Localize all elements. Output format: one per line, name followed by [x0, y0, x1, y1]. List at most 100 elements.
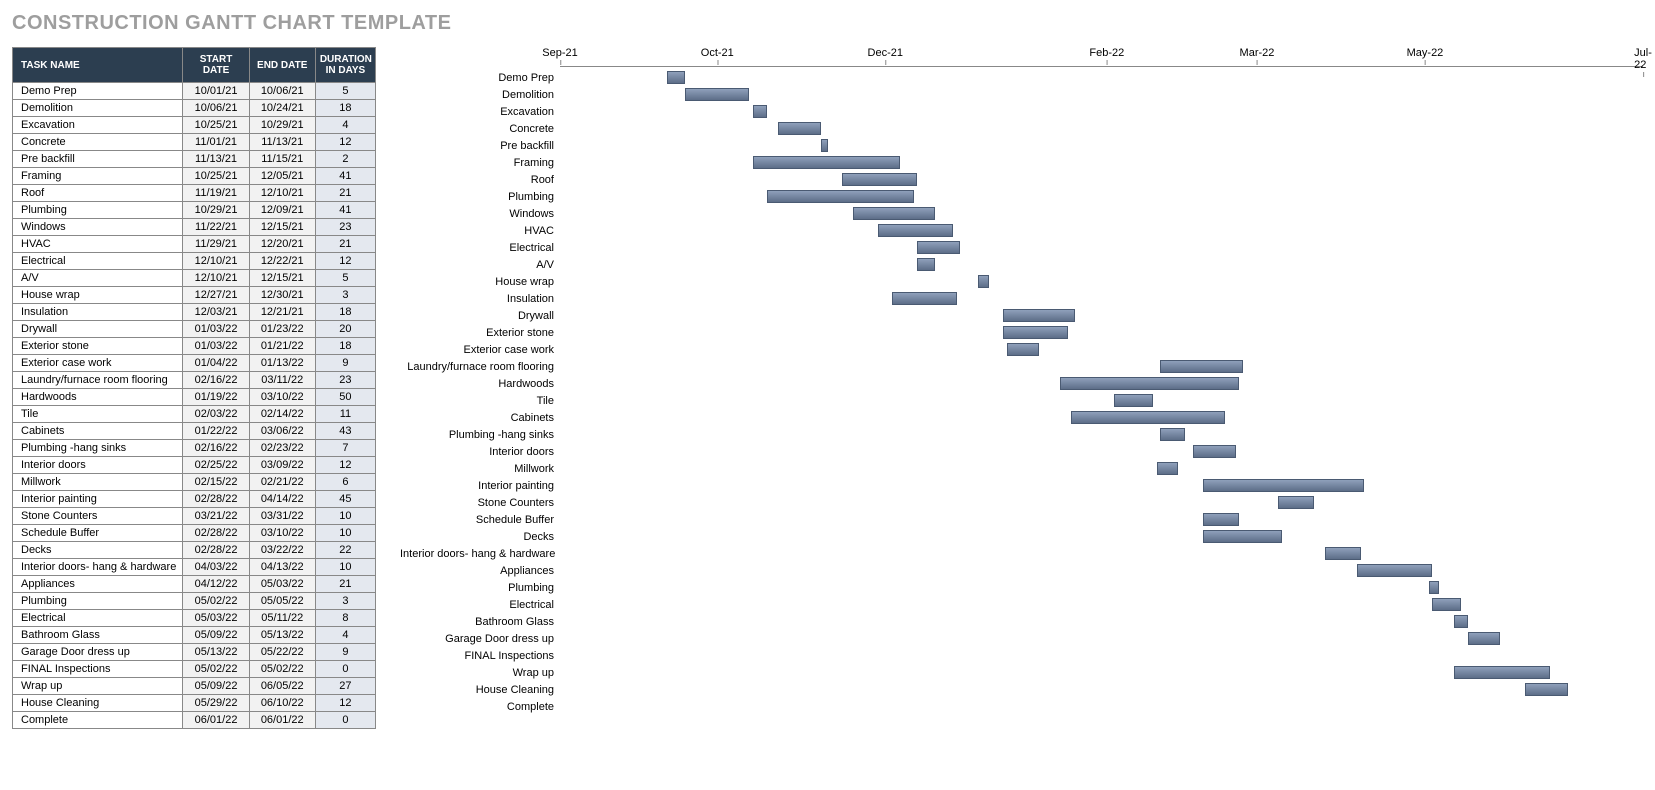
- cell-task: Demolition: [13, 100, 183, 117]
- gantt-bar: [853, 207, 935, 220]
- cell-duration: 18: [315, 100, 375, 117]
- cell-start: 02/25/22: [183, 457, 249, 474]
- cell-start: 10/25/21: [183, 117, 249, 134]
- cell-duration: 9: [315, 355, 375, 372]
- table-row: Tile02/03/2202/14/2211: [13, 406, 376, 423]
- cell-end: 10/24/21: [249, 100, 315, 117]
- table-row: Exterior case work01/04/2201/13/229: [13, 355, 376, 372]
- task-table: TASK NAME START DATE END DATE DURATION I…: [12, 47, 376, 729]
- gantt-row: Concrete: [400, 120, 1643, 137]
- table-row: Hardwoods01/19/2203/10/2250: [13, 389, 376, 406]
- cell-duration: 0: [315, 712, 375, 729]
- cell-duration: 21: [315, 185, 375, 202]
- cell-duration: 3: [315, 287, 375, 304]
- gantt-row-label: Plumbing: [400, 582, 560, 594]
- gantt-track: [560, 647, 1643, 664]
- cell-task: House Cleaning: [13, 695, 183, 712]
- cell-task: A/V: [13, 270, 183, 287]
- table-row: Concrete11/01/2111/13/2112: [13, 134, 376, 151]
- gantt-axis: Sep-21Oct-21Dec-21Feb-22Mar-22May-22Jul-…: [560, 47, 1643, 67]
- table-row: Exterior stone01/03/2201/21/2218: [13, 338, 376, 355]
- gantt-row-label: Framing: [400, 157, 560, 169]
- gantt-track: [560, 103, 1643, 120]
- cell-task: Demo Prep: [13, 83, 183, 100]
- gantt-bar: [1325, 547, 1361, 560]
- gantt-bar: [753, 105, 767, 118]
- cell-task: Interior doors- hang & hardware: [13, 559, 183, 576]
- cell-duration: 0: [315, 661, 375, 678]
- gantt-row-label: Plumbing: [400, 191, 560, 203]
- gantt-bar: [1071, 411, 1225, 424]
- gantt-row-label: Pre backfill: [400, 140, 560, 152]
- cell-task: Plumbing -hang sinks: [13, 440, 183, 457]
- table-header-row: TASK NAME START DATE END DATE DURATION I…: [13, 48, 376, 83]
- gantt-row: Cabinets: [400, 409, 1643, 426]
- cell-task: Exterior case work: [13, 355, 183, 372]
- gantt-bar: [778, 122, 821, 135]
- gantt-track: [560, 273, 1643, 290]
- gantt-bar: [1357, 564, 1432, 577]
- table-row: Stone Counters03/21/2203/31/2210: [13, 508, 376, 525]
- table-row: Cabinets01/22/2203/06/2243: [13, 423, 376, 440]
- gantt-row-label: Interior doors: [400, 446, 560, 458]
- table-row: Interior doors02/25/2203/09/2212: [13, 457, 376, 474]
- cell-start: 05/03/22: [183, 610, 249, 627]
- cell-end: 06/10/22: [249, 695, 315, 712]
- table-row: Garage Door dress up05/13/2205/22/229: [13, 644, 376, 661]
- gantt-track: [560, 409, 1643, 426]
- gantt-row-label: Stone Counters: [400, 497, 560, 509]
- cell-end: 12/09/21: [249, 202, 315, 219]
- cell-start: 01/04/22: [183, 355, 249, 372]
- gantt-row: Insulation: [400, 290, 1643, 307]
- gantt-row-label: Electrical: [400, 242, 560, 254]
- cell-duration: 5: [315, 270, 375, 287]
- gantt-track: [560, 188, 1643, 205]
- cell-duration: 41: [315, 168, 375, 185]
- cell-duration: 12: [315, 457, 375, 474]
- table-row: Decks02/28/2203/22/2222: [13, 542, 376, 559]
- gantt-row-label: Concrete: [400, 123, 560, 135]
- cell-task: Plumbing: [13, 593, 183, 610]
- gantt-track: [560, 596, 1643, 613]
- cell-start: 05/13/22: [183, 644, 249, 661]
- gantt-row-label: HVAC: [400, 225, 560, 237]
- cell-duration: 4: [315, 117, 375, 134]
- cell-task: Plumbing: [13, 202, 183, 219]
- cell-duration: 9: [315, 644, 375, 661]
- gantt-row-label: Demolition: [400, 89, 560, 101]
- content-wrap: TASK NAME START DATE END DATE DURATION I…: [12, 47, 1643, 729]
- gantt-row: Plumbing: [400, 579, 1643, 596]
- cell-start: 12/10/21: [183, 270, 249, 287]
- cell-duration: 12: [315, 134, 375, 151]
- cell-end: 11/15/21: [249, 151, 315, 168]
- cell-end: 03/11/22: [249, 372, 315, 389]
- cell-duration: 45: [315, 491, 375, 508]
- cell-duration: 23: [315, 219, 375, 236]
- cell-end: 04/13/22: [249, 559, 315, 576]
- cell-task: House wrap: [13, 287, 183, 304]
- gantt-bar: [1003, 309, 1074, 322]
- cell-task: Interior painting: [13, 491, 183, 508]
- table-row: HVAC11/29/2112/20/2121: [13, 236, 376, 253]
- axis-tick: Dec-21: [868, 47, 903, 59]
- col-start: START DATE: [183, 48, 249, 83]
- cell-task: Millwork: [13, 474, 183, 491]
- gantt-track: [560, 511, 1643, 528]
- gantt-bar: [842, 173, 917, 186]
- gantt-row-label: Hardwoods: [400, 378, 560, 390]
- gantt-row-label: Garage Door dress up: [400, 633, 560, 645]
- cell-task: Appliances: [13, 576, 183, 593]
- cell-duration: 12: [315, 253, 375, 270]
- gantt-track: [560, 528, 1643, 545]
- gantt-row: Roof: [400, 171, 1643, 188]
- gantt-bar: [1454, 666, 1551, 679]
- gantt-row-label: Appliances: [400, 565, 560, 577]
- table-row: Insulation12/03/2112/21/2118: [13, 304, 376, 321]
- cell-start: 02/28/22: [183, 491, 249, 508]
- gantt-row: Demo Prep: [400, 69, 1643, 86]
- gantt-bar: [1278, 496, 1314, 509]
- gantt-row: House wrap: [400, 273, 1643, 290]
- cell-task: Decks: [13, 542, 183, 559]
- table-row: Drywall01/03/2201/23/2220: [13, 321, 376, 338]
- gantt-row-label: Laundry/furnace room flooring: [400, 361, 560, 373]
